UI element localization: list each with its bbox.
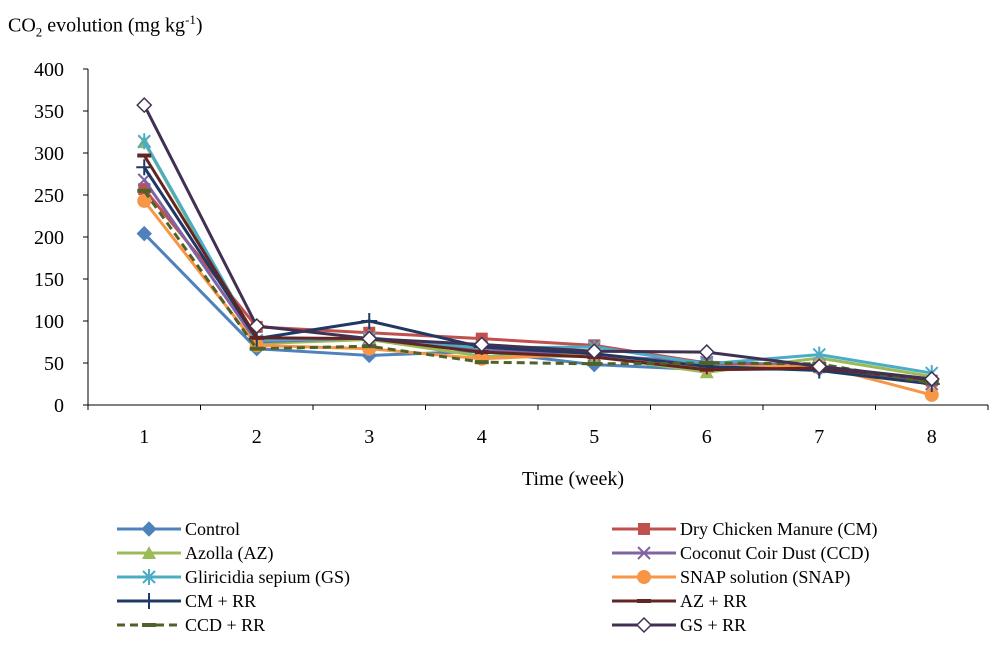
y-tick-label: 250	[34, 185, 64, 207]
data-point	[923, 370, 940, 388]
data-point	[136, 225, 152, 242]
data-point	[137, 133, 151, 150]
data-point	[924, 387, 939, 402]
x-tick-label: 8	[927, 426, 937, 448]
data-point	[811, 358, 828, 375]
series-line	[143, 189, 933, 385]
y-tick-label: 0	[54, 395, 64, 417]
data-point	[361, 330, 378, 347]
x-tick-label: 4	[477, 426, 487, 448]
data-point	[586, 343, 603, 360]
y-tick-label: 150	[34, 269, 64, 291]
y-tick-label: 200	[34, 227, 64, 249]
series-line	[143, 199, 933, 397]
series-line	[142, 154, 932, 382]
x-tick-label: 3	[364, 426, 374, 448]
x-tick-label: 5	[589, 426, 599, 448]
y-tick-label: 100	[34, 311, 64, 333]
y-tick-label: 400	[34, 59, 64, 81]
y-axis-title: CO2 evolution (mg kg-1)	[8, 12, 203, 40]
x-tick-label: 7	[814, 426, 824, 448]
y-tick-label: 50	[44, 353, 64, 375]
data-point	[248, 317, 265, 335]
y-tick-label: 350	[34, 101, 64, 123]
data-point	[136, 159, 153, 176]
y-tick-label: 300	[34, 143, 64, 165]
x-tick-label: 1	[139, 426, 149, 448]
x-tick-label: 2	[252, 426, 262, 448]
data-point	[361, 313, 378, 329]
series-line	[142, 166, 932, 386]
data-point	[136, 97, 153, 114]
data-point	[698, 344, 715, 361]
x-axis-title: Time (week)	[522, 468, 624, 490]
x-tick-label: 6	[702, 426, 712, 448]
data-point	[473, 336, 490, 353]
series-10	[136, 97, 940, 388]
series-9	[137, 188, 939, 386]
series-line	[142, 104, 932, 381]
